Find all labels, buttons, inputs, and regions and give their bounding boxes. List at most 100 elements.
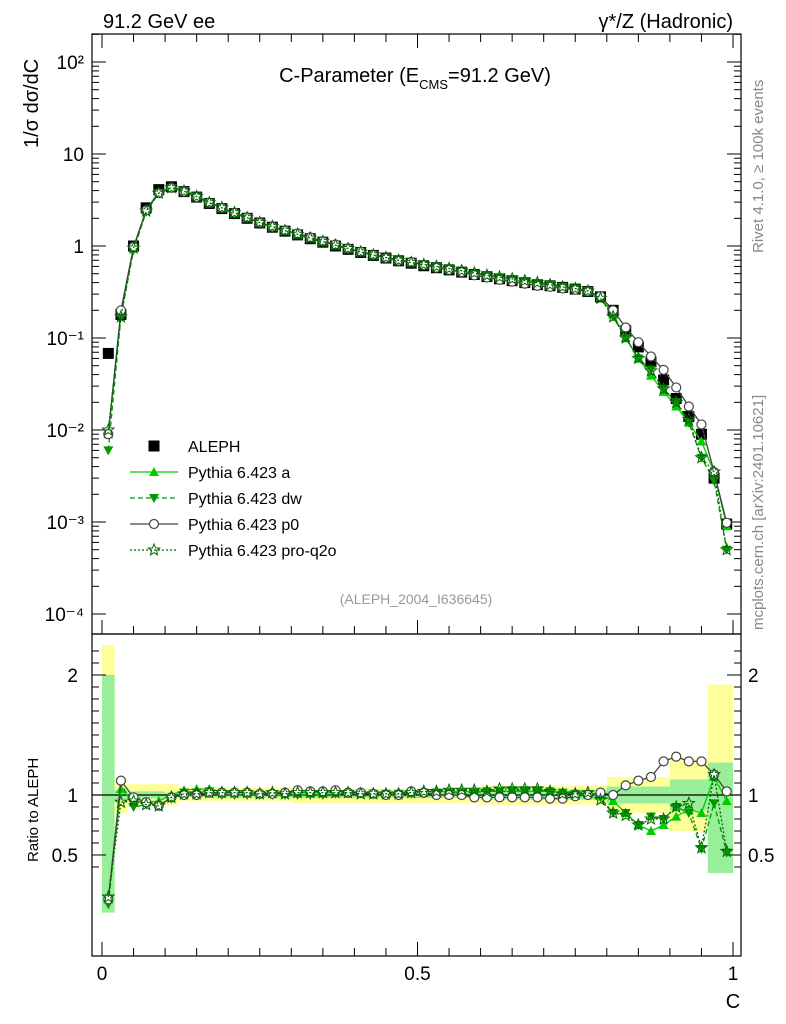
ratio-1-point-48	[709, 799, 720, 809]
series-3-point-42	[633, 337, 644, 348]
ratio-3-point-24	[404, 785, 419, 799]
ratio-axis-label: Ratio to ALEPH	[25, 758, 42, 862]
ratio-0-point-49	[721, 796, 732, 805]
series-4-point-3	[139, 203, 154, 218]
ratio-0-point-44	[658, 820, 669, 829]
ratio-0-point-45	[671, 811, 682, 821]
series-4-point-17	[315, 234, 330, 248]
ratio-0-point-43	[645, 826, 656, 835]
ratio-2-point-46	[683, 756, 694, 767]
series-4-point-11	[240, 210, 255, 224]
ratio-3-point-45	[669, 799, 684, 814]
series-1-point-47	[696, 436, 707, 446]
ratio-2-point-36	[557, 793, 568, 804]
ratio-2-point-33	[519, 792, 530, 803]
ratio-line-3	[107, 774, 728, 898]
ratio-3-point-6	[176, 786, 191, 800]
series-3-point-45	[671, 382, 682, 393]
ratio-tick-label-right-0: 0.5	[748, 846, 774, 867]
series-4-point-26	[429, 259, 444, 273]
y-tick-label-5: 10	[63, 145, 84, 166]
ratio-0-point-40	[608, 796, 619, 805]
legend: ALEPH Pythia 6.423 a Pythia 6.423 dw Pythia…	[130, 439, 337, 560]
series-4-point-5	[164, 180, 179, 194]
axis-tick-labels: 0 0.5 1 10⁻⁴ 10⁻³ 10⁻² 10⁻¹ 1 10 10² 0.5 0.5 1 1 2 2	[45, 53, 775, 985]
series-3-point-43	[645, 351, 657, 362]
ratio-tick-label-1: 1	[67, 786, 78, 807]
series-4-point-23	[391, 252, 406, 267]
series-4-point-44	[656, 381, 671, 395]
ratio-3-point-44	[656, 811, 671, 826]
ratio-3-point-0	[101, 889, 116, 904]
ratio-2-point-40	[608, 789, 619, 801]
ratio-3-point-34	[530, 781, 545, 796]
ratio-3-point-39	[593, 792, 608, 806]
ratio-1-point-43	[645, 812, 656, 822]
ratio-3-point-29	[467, 782, 482, 797]
series-4-point-21	[366, 247, 381, 261]
ratio-3-point-7	[189, 786, 204, 800]
series-4-point-14	[278, 223, 292, 237]
series-4-point-20	[353, 244, 368, 259]
ratio-3-point-47	[694, 840, 709, 854]
ratio-3-point-23	[391, 786, 406, 800]
series-4-point-29	[467, 265, 482, 279]
ratio-2-point-23	[393, 789, 404, 801]
ratio-1-point-34	[532, 786, 543, 796]
series-4-point-9	[214, 200, 229, 214]
ratio-3-point-28	[454, 782, 469, 797]
ratio-2-point-2	[128, 792, 139, 803]
rivet-label: Rivet 4.1.0, ≥ 100k events	[750, 80, 767, 253]
series-4-point-42	[631, 351, 646, 365]
series-3-point-49	[721, 517, 732, 528]
series-4-point-33	[517, 273, 532, 287]
ratio-3-point-19	[341, 785, 356, 799]
series-4-point-35	[543, 277, 557, 291]
series-4-point-31	[492, 269, 507, 284]
ratio-3-point-38	[580, 785, 595, 799]
y-tick-label-6: 10²	[57, 53, 84, 74]
ratio-3-point-22	[378, 786, 394, 800]
series-4-point-46	[681, 412, 696, 426]
ratio-1-point-36	[557, 788, 568, 798]
series-0-point-0	[102, 347, 114, 359]
series-4-point-24	[404, 255, 419, 269]
header-right: γ*/Z (Hadronic)	[599, 11, 733, 33]
x-tick-label-1: 0.5	[404, 964, 430, 985]
ratio-3-point-41	[618, 808, 633, 822]
mcplots-label: mcplots.cern.ch [arXiv:2401.10621]	[750, 395, 767, 630]
legend-label-3: Pythia 6.423 p0	[188, 517, 299, 534]
chart-title: C-Parameter (ECMS=91.2 GeV)	[279, 65, 551, 92]
ratio-2-point-41	[620, 780, 631, 791]
ratio-3-point-40	[606, 805, 621, 820]
ratio-1-point-41	[620, 809, 631, 818]
series-4-point-27	[441, 261, 457, 275]
series-2-point-0	[103, 446, 114, 456]
y-tick-label-0: 10⁻⁴	[45, 605, 84, 626]
series-4-point-6	[176, 183, 191, 198]
series-0-point-44	[658, 374, 670, 386]
band-inner-0	[102, 675, 115, 913]
series-4-point-8	[202, 195, 217, 209]
series-4-point-22	[378, 250, 394, 264]
series-4-point-38	[580, 283, 595, 297]
series-2-point-48	[709, 476, 720, 486]
ratio-2-point-13	[267, 788, 278, 799]
series-0-point-43	[645, 356, 657, 368]
ratio-3-point-3	[139, 797, 154, 811]
series-4-point-30	[479, 267, 494, 282]
series-4-point-10	[227, 205, 242, 219]
ratio-3-point-9	[214, 785, 229, 799]
ratio-3-point-32	[505, 781, 520, 796]
ratio-2-point-34	[532, 792, 543, 803]
legend-marker-3	[148, 518, 160, 530]
ratio-2-point-27	[443, 789, 455, 801]
ratio-3-point-1	[113, 794, 128, 809]
ratio-3-point-4	[151, 798, 166, 812]
ratio-2-point-45	[671, 751, 682, 762]
ratio-3-point-42	[631, 817, 646, 832]
series-4-point-47	[694, 450, 709, 464]
ratio-1-point-46	[683, 809, 694, 818]
series-4-point-37	[568, 281, 583, 295]
ratio-2-point-31	[494, 792, 505, 803]
